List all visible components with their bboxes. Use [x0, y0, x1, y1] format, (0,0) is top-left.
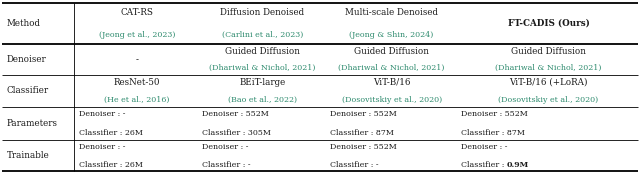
Text: ViT-B/16: ViT-B/16 [373, 78, 410, 86]
Text: Denoiser: Denoiser [6, 55, 46, 64]
Text: (Carlini et al., 2023): (Carlini et al., 2023) [221, 31, 303, 39]
Text: (Jeong et al., 2023): (Jeong et al., 2023) [99, 31, 175, 39]
Text: Denoiser : 552M: Denoiser : 552M [330, 143, 396, 151]
Text: Diffusion Denoised: Diffusion Denoised [220, 7, 305, 17]
Text: Classifier :: Classifier : [461, 161, 507, 169]
Text: ViT-B/16 (+LoRA): ViT-B/16 (+LoRA) [509, 78, 588, 86]
Text: (Jeong & Shin, 2024): (Jeong & Shin, 2024) [349, 31, 434, 39]
Text: (Dosovitskiy et al., 2020): (Dosovitskiy et al., 2020) [342, 96, 442, 104]
Text: (Bao et al., 2022): (Bao et al., 2022) [228, 96, 297, 104]
Text: Denoiser : 552M: Denoiser : 552M [330, 110, 396, 118]
Text: (Dhariwal & Nichol, 2021): (Dhariwal & Nichol, 2021) [495, 64, 602, 72]
Text: Denoiser : 552M: Denoiser : 552M [461, 110, 527, 118]
Text: Denoiser : -: Denoiser : - [461, 143, 507, 151]
Text: Classifier : 87M: Classifier : 87M [330, 129, 394, 137]
Text: Method: Method [6, 19, 40, 28]
Text: Trainable: Trainable [6, 151, 49, 160]
Text: Classifier : -: Classifier : - [330, 161, 378, 169]
Text: (Dosovitskiy et al., 2020): (Dosovitskiy et al., 2020) [499, 96, 598, 104]
Text: (Dhariwal & Nichol, 2021): (Dhariwal & Nichol, 2021) [209, 64, 316, 72]
Text: 0.9M: 0.9M [507, 161, 529, 169]
Text: Denoiser : -: Denoiser : - [79, 143, 125, 151]
Text: FT-CADIS (Ours): FT-CADIS (Ours) [508, 19, 589, 28]
Text: Classifier : 87M: Classifier : 87M [461, 129, 525, 137]
Text: Denoiser : -: Denoiser : - [79, 110, 125, 118]
Text: -: - [136, 55, 138, 64]
Text: Guided Diffusion: Guided Diffusion [354, 47, 429, 56]
Text: Guided Diffusion: Guided Diffusion [225, 47, 300, 56]
Text: (He et al., 2016): (He et al., 2016) [104, 96, 170, 104]
Text: Denoiser : 552M: Denoiser : 552M [202, 110, 268, 118]
Text: ResNet-50: ResNet-50 [114, 78, 160, 86]
Text: BEiT-large: BEiT-large [239, 78, 285, 86]
Text: CAT-RS: CAT-RS [120, 7, 154, 17]
Text: Parameters: Parameters [6, 119, 58, 128]
Text: Multi-scale Denoised: Multi-scale Denoised [345, 7, 438, 17]
Text: Classifier: Classifier [6, 86, 49, 95]
Text: Classifier : 26M: Classifier : 26M [79, 129, 143, 137]
Text: (Dhariwal & Nichol, 2021): (Dhariwal & Nichol, 2021) [339, 64, 445, 72]
Text: Classifier : 305M: Classifier : 305M [202, 129, 271, 137]
Text: Denoiser : -: Denoiser : - [202, 143, 248, 151]
Text: Classifier : 26M: Classifier : 26M [79, 161, 143, 169]
Text: Classifier : -: Classifier : - [202, 161, 250, 169]
Text: Guided Diffusion: Guided Diffusion [511, 47, 586, 56]
